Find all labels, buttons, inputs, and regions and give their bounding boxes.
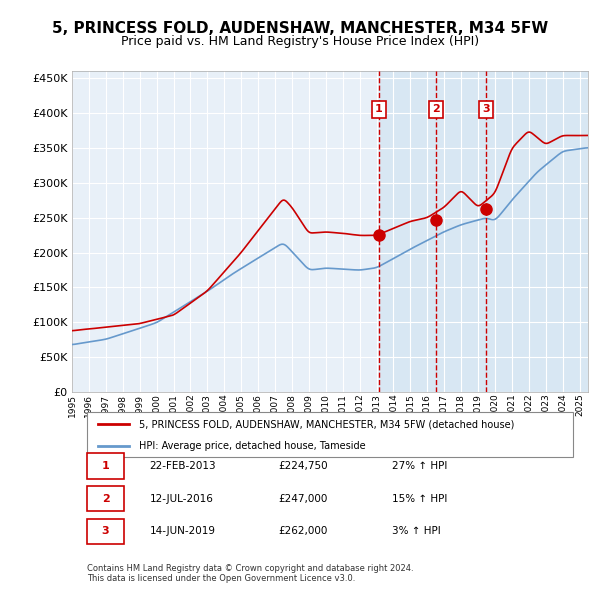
Text: £224,750: £224,750 — [278, 461, 328, 471]
Text: 15% ↑ HPI: 15% ↑ HPI — [392, 494, 447, 504]
Bar — [379, 71, 588, 392]
Text: Price paid vs. HM Land Registry's House Price Index (HPI): Price paid vs. HM Land Registry's House … — [121, 35, 479, 48]
Text: £247,000: £247,000 — [278, 494, 328, 504]
Text: 1: 1 — [375, 104, 383, 114]
Text: HPI: Average price, detached house, Tameside: HPI: Average price, detached house, Tame… — [139, 441, 366, 451]
Text: 12-JUL-2016: 12-JUL-2016 — [149, 494, 213, 504]
FancyBboxPatch shape — [88, 519, 124, 544]
Text: 2: 2 — [101, 494, 109, 504]
Text: 3% ↑ HPI: 3% ↑ HPI — [392, 526, 440, 536]
Text: 5, PRINCESS FOLD, AUDENSHAW, MANCHESTER, M34 5FW: 5, PRINCESS FOLD, AUDENSHAW, MANCHESTER,… — [52, 21, 548, 35]
Text: 3: 3 — [102, 526, 109, 536]
FancyBboxPatch shape — [88, 486, 124, 512]
Text: 1: 1 — [101, 461, 109, 471]
FancyBboxPatch shape — [88, 453, 124, 478]
Text: 27% ↑ HPI: 27% ↑ HPI — [392, 461, 447, 471]
Text: 2: 2 — [433, 104, 440, 114]
Text: Contains HM Land Registry data © Crown copyright and database right 2024.
This d: Contains HM Land Registry data © Crown c… — [88, 563, 414, 583]
Text: 3: 3 — [482, 104, 490, 114]
Text: £262,000: £262,000 — [278, 526, 328, 536]
Text: 5, PRINCESS FOLD, AUDENSHAW, MANCHESTER, M34 5FW (detached house): 5, PRINCESS FOLD, AUDENSHAW, MANCHESTER,… — [139, 419, 514, 430]
Text: 14-JUN-2019: 14-JUN-2019 — [149, 526, 215, 536]
Text: 22-FEB-2013: 22-FEB-2013 — [149, 461, 216, 471]
FancyBboxPatch shape — [88, 412, 572, 457]
